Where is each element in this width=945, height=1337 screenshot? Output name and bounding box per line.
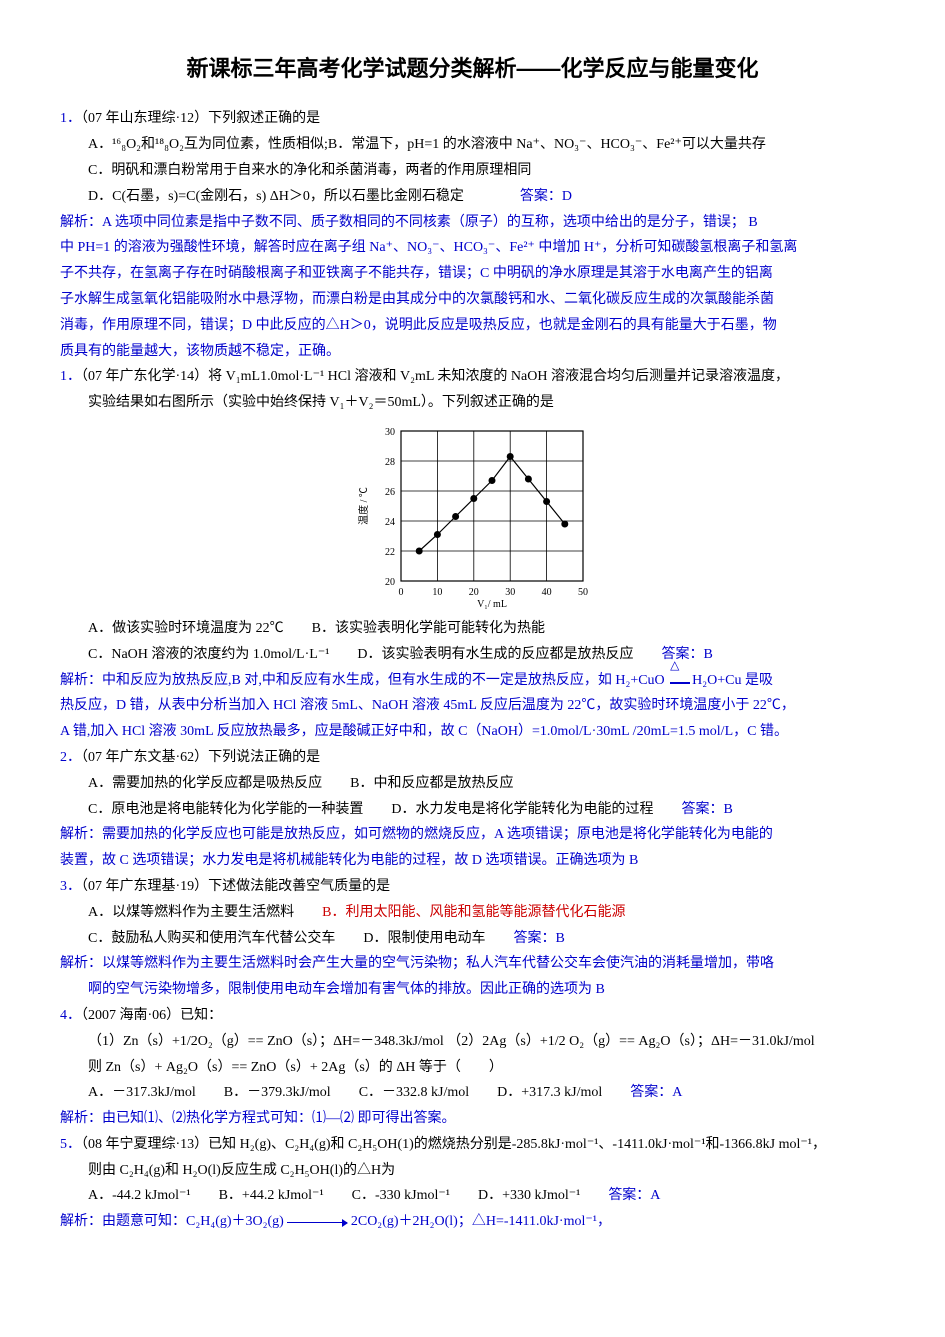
svg-text:50: 50	[578, 587, 588, 598]
svg-text:10: 10	[432, 587, 442, 598]
svg-text:22: 22	[385, 547, 395, 558]
q3-opt: A．需要加热的化学反应都是吸热反应 B．中和反应都是放热反应	[88, 772, 885, 796]
svg-text:40: 40	[541, 587, 551, 598]
svg-text:温度 / ℃: 温度 / ℃	[357, 487, 370, 525]
q2-stem2: 实验结果如右图所示（实验中始终保持 V₁＋V₂＝50mL）。下列叙述正确的是	[88, 391, 885, 415]
q2-stem: 1．（07 年广东化学·14）将 V₁mL1.0mol·L⁻¹ HCl 溶液和 …	[60, 365, 885, 389]
svg-text:28: 28	[385, 457, 395, 468]
svg-text:24: 24	[385, 517, 395, 528]
svg-text:30: 30	[505, 587, 515, 598]
q6-stem2: 则由 C₂H₄(g)和 H₂O(l)反应生成 C₂H₅OH(l)的△H为	[88, 1159, 885, 1183]
q5-exp: 解析：由已知⑴、⑵热化学方程式可知：⑴—⑵ 即可得出答案。	[60, 1107, 885, 1131]
q5-eq1: （1）Zn（s）+1/2O₂（g）== ZnO（s）；ΔH=－348.3kJ/m…	[88, 1030, 885, 1054]
q4-opt: C．鼓励私人购买和使用汽车代替公交车 D．限制使用电动车 答案：B	[88, 927, 885, 951]
q1-exp: 质具有的能量越大，该物质越不稳定，正确。	[60, 340, 885, 364]
q6-exp: 解析：由题意可知：C₂H₄(g)＋3O₂(g) 2CO₂(g)＋2H₂O(l)；…	[60, 1210, 885, 1234]
svg-text:0: 0	[398, 587, 403, 598]
q1-exp: 中 PH=1 的溶液为强酸性环境，解答时应在离子组 Na⁺、NO₃⁻、HCO₃⁻…	[60, 236, 885, 260]
q5-opt: A．－317.3kJ/mol B．－379.3kJ/mol C．－332.8 k…	[88, 1081, 885, 1105]
q1-stem: 1．（07 年山东理综·12）下列叙述正确的是	[60, 107, 885, 131]
q6-answer: 答案：A	[608, 1188, 660, 1203]
q3-answer: 答案：B	[681, 802, 732, 817]
q2-exp: A 错,加入 HCl 溶液 30mL 反应放热最多，应是酸碱正好中和，故 C（N…	[60, 720, 885, 744]
q4-exp: 啊的空气污染物增多，限制使用电动车会增加有害气体的排放。因此正确的选项为 B	[60, 978, 885, 1002]
q5-eq2: 则 Zn（s）+ Ag₂O（s）== ZnO（s）+ 2Ag（s）的 ΔH 等于…	[88, 1056, 885, 1080]
q1-optD: D．C(石墨，s)=C(金刚石，s) ΔH＞0，所以石墨比金刚石稳定 答案：D	[88, 185, 885, 209]
q3-exp: 解析：需要加热的化学反应也可能是放热反应，如可燃物的燃烧反应，A 选项错误；原电…	[60, 823, 885, 847]
page-title: 新课标三年高考化学试题分类解析——化学反应与能量变化	[60, 50, 885, 87]
q2-exp: 热反应，D 错，从表中分析当加入 HCl 溶液 5mL、NaOH 溶液 45mL…	[60, 694, 885, 718]
q4-opt: A．以煤等燃料作为主要生活燃料 B．利用太阳能、风能和氢能等能源替代化石能源	[88, 901, 885, 925]
svg-text:26: 26	[385, 487, 395, 498]
q4-stem: 3．（07 年广东理基·19）下述做法能改善空气质量的是	[60, 875, 885, 899]
svg-text:V₁/ mL: V₁/ mL	[477, 599, 507, 610]
q6-opt: A．-44.2 kJmol⁻¹ B．+44.2 kJmol⁻¹ C．-330 k…	[88, 1184, 885, 1208]
temperature-chart: 01020304050202224262830V₁/ mL温度 / ℃	[60, 421, 885, 611]
q1-optC: C．明矾和漂白粉常用于自来水的净化和杀菌消毒，两者的作用原理相同	[88, 159, 885, 183]
svg-text:20: 20	[468, 587, 478, 598]
q6-stem: 5．（08 年宁夏理综·13）已知 H₂(g)、C₂H₄(g)和 C₂H₅OH(…	[60, 1133, 885, 1157]
q2-optC: C．NaOH 溶液的浓度约为 1.0mol/L·L⁻¹ D．该实验表明有水生成的…	[88, 643, 885, 667]
q4-exp: 解析：以煤等燃料作为主要生活燃料时会产生大量的空气污染物；私人汽车代替公交车会使…	[60, 952, 885, 976]
q5-answer: 答案：A	[630, 1085, 682, 1100]
q1-exp: 消毒，作用原理不同，错误；D 中此反应的△H＞0，说明此反应是吸热反应，也就是金…	[60, 314, 885, 338]
q3-stem: 2．（07 年广东文基·62）下列说法正确的是	[60, 746, 885, 770]
q5-stem: 4．（2007 海南·06）已知：	[60, 1004, 885, 1028]
q1-optA: A．¹⁶₈O₂和¹⁸₈O₂互为同位素，性质相似;B．常温下，pH=1 的水溶液中…	[88, 133, 885, 157]
q3-exp: 装置，故 C 选项错误；水力发电是将机械能转化为电能的过程，故 D 选项错误。正…	[60, 849, 885, 873]
q3-opt: C．原电池是将电能转化为化学能的一种装置 D．水力发电是将化学能转化为电能的过程…	[88, 798, 885, 822]
svg-text:30: 30	[385, 427, 395, 438]
q2-optA: A．做该实验时环境温度为 22℃ B．该实验表明化学能可能转化为热能	[88, 617, 885, 641]
q1-exp: 子水解生成氢氧化铝能吸附水中悬浮物，而漂白粉是由其成分中的次氯酸钙和水、二氧化碳…	[60, 288, 885, 312]
svg-text:20: 20	[385, 577, 395, 588]
q2-exp: 解析：中和反应为放热反应,B 对,中和反应有水生成，但有水生成的不一定是放热反应…	[60, 669, 885, 693]
q1-exp: 子不共存，在氢离子存在时硝酸根离子和亚铁离子不能共存，错误；C 中明矾的净水原理…	[60, 262, 885, 286]
q4-answer: 答案：B	[513, 931, 564, 946]
q1-answer: 答案：D	[520, 189, 572, 204]
q1-exp: 解析：A 选项中同位素是指中子数不同、质子数相同的不同核素（原子）的互称，选项中…	[60, 211, 885, 235]
